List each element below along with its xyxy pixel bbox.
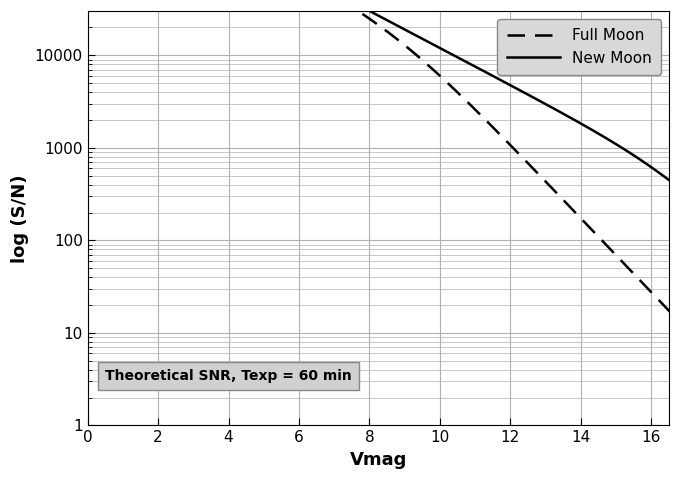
Line: New Moon: New Moon [88,0,680,194]
Line: Full Moon: Full Moon [88,0,680,329]
New Moon [561,112,569,118]
New Moon [551,106,559,112]
Full Moon [561,199,569,205]
Full Moon [347,4,356,10]
New Moon [347,0,356,4]
Y-axis label: log (S/N): log (S/N) [11,174,29,263]
Legend: Full Moon, New Moon: Full Moon, New Moon [498,19,661,75]
Text: Theoretical SNR, Texp = 60 min: Theoretical SNR, Texp = 60 min [105,369,352,383]
Full Moon [495,131,503,136]
X-axis label: Vmag: Vmag [350,451,407,469]
Full Moon [551,188,559,194]
New Moon [495,76,503,82]
